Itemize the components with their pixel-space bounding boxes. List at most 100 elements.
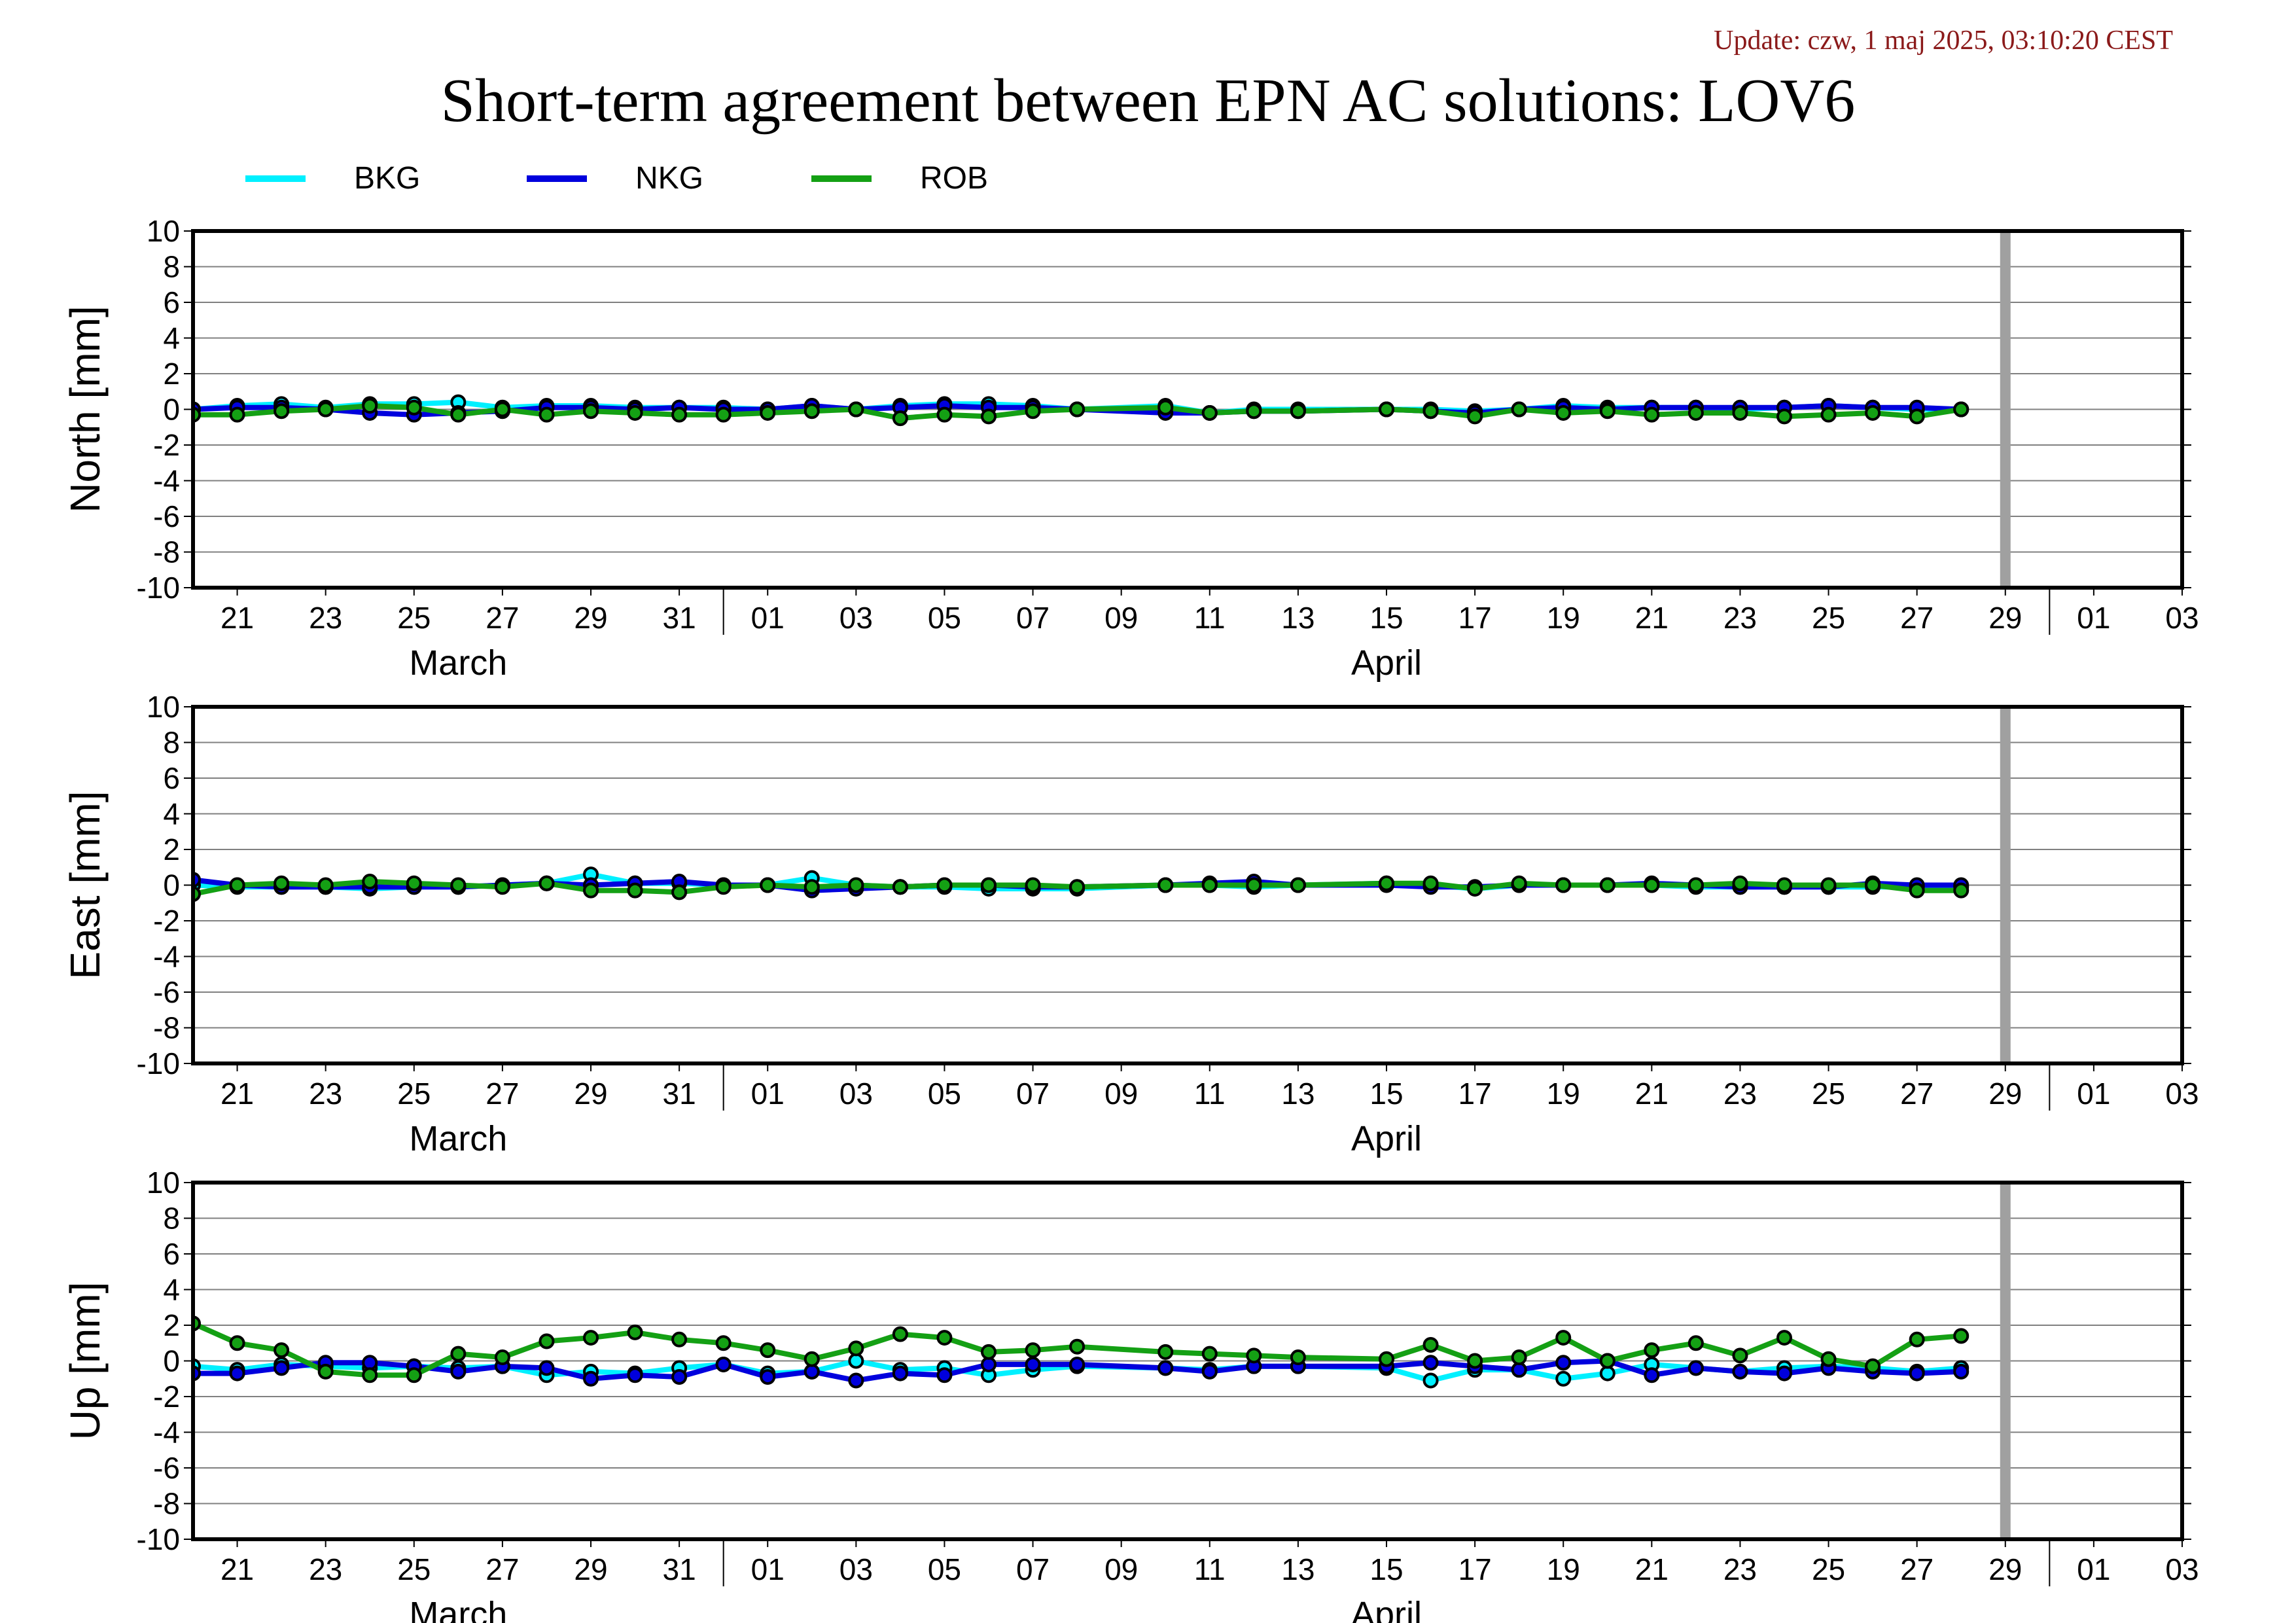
point-nkg: [848, 1372, 864, 1389]
x-tick-label: 05: [928, 1552, 961, 1586]
x-tick-label: 25: [397, 1552, 431, 1586]
x-tick-label: 31: [663, 1552, 696, 1586]
y-tick-label: -2: [153, 428, 180, 462]
x-tick-label: 29: [1988, 601, 2022, 635]
y-tick-label: 6: [163, 1237, 180, 1271]
point-rob: [1644, 1342, 1660, 1359]
x-tick-label: 19: [1547, 601, 1580, 635]
y-tick-label: 4: [163, 1273, 180, 1307]
gap-marker: [2000, 231, 2011, 588]
x-tick-label: 21: [221, 601, 254, 635]
x-tick-label: 23: [1723, 1077, 1757, 1111]
x-tick-label: 07: [1016, 1552, 1050, 1586]
point-rob: [1422, 1336, 1439, 1353]
x-tick-label: 27: [486, 1552, 519, 1586]
point-rob: [1599, 877, 1616, 893]
point-rob: [406, 399, 422, 416]
x-tick-label: 01: [751, 1077, 785, 1111]
point-rob: [1025, 1342, 1041, 1359]
point-rob: [760, 1342, 776, 1359]
point-rob: [1732, 1347, 1748, 1364]
legend-label-nkg: NKG: [635, 161, 704, 196]
point-rob: [1467, 880, 1483, 897]
legend-swatch-bkg: [245, 175, 306, 182]
point-rob: [1025, 877, 1041, 893]
point-rob: [1201, 1346, 1218, 1362]
point-rob: [1246, 1347, 1262, 1364]
point-nkg: [936, 1367, 953, 1383]
point-rob: [1379, 875, 1394, 891]
point-rob: [1511, 1349, 1527, 1366]
x-tick-label: 15: [1369, 1077, 1403, 1111]
point-rob: [936, 406, 953, 423]
x-tick-label: 23: [309, 1552, 342, 1586]
point-nkg: [671, 1369, 688, 1385]
y-tick-label: -6: [153, 1451, 180, 1485]
point-nkg: [1025, 1356, 1041, 1372]
point-rob: [1069, 879, 1086, 895]
update-timestamp: Update: czw, 1 maj 2025, 03:10:20 CEST: [1714, 26, 2173, 56]
point-nkg: [1555, 1355, 1572, 1371]
x-tick-label: 27: [486, 1077, 519, 1111]
point-nkg: [981, 1356, 997, 1372]
x-tick-label: 25: [397, 1077, 431, 1111]
x-tick-label: 25: [1812, 1552, 1845, 1586]
point-rob: [539, 406, 555, 423]
point-rob: [229, 877, 245, 893]
x-tick-label: 03: [2165, 601, 2199, 635]
point-rob: [1953, 882, 1969, 899]
point-bkg: [1422, 1372, 1439, 1389]
point-nkg: [362, 1355, 378, 1371]
x-tick-label: 01: [751, 601, 785, 635]
x-tick-label: 19: [1547, 1077, 1580, 1111]
x-tick-label: 07: [1016, 1077, 1050, 1111]
point-rob: [1467, 408, 1483, 425]
point-rob: [715, 879, 732, 895]
point-rob: [1732, 404, 1748, 421]
point-rob: [1069, 401, 1086, 418]
y-axis-label: North [mm]: [62, 306, 109, 512]
point-rob: [1201, 404, 1218, 421]
x-tick-label: 13: [1281, 1552, 1315, 1586]
y-axis-label: Up [mm]: [62, 1282, 109, 1440]
point-rob: [362, 874, 378, 890]
plot-frame: [191, 1181, 2184, 1541]
point-rob: [1511, 401, 1527, 418]
y-tick-label: 0: [163, 1344, 180, 1378]
x-tick-label: 01: [2077, 1552, 2110, 1586]
x-tick-label: 01: [2077, 601, 2110, 635]
point-rob: [1246, 403, 1262, 419]
point-nkg: [1687, 1360, 1704, 1376]
point-nkg: [715, 1356, 732, 1372]
point-rob: [274, 403, 290, 419]
x-tick-label: 29: [1988, 1077, 2022, 1111]
point-rob: [362, 398, 378, 414]
y-tick-label: 2: [163, 357, 180, 391]
point-rob: [671, 1331, 688, 1347]
point-nkg: [892, 1365, 908, 1382]
point-rob: [274, 1342, 290, 1359]
point-rob: [848, 401, 864, 418]
x-tick-label: 29: [574, 1552, 607, 1586]
x-tick-label: 23: [309, 1077, 342, 1111]
point-rob: [1820, 1351, 1837, 1367]
point-rob: [1555, 877, 1572, 893]
point-rob: [583, 1330, 599, 1346]
x-tick-label: 23: [1723, 1552, 1757, 1586]
month-label: April: [1351, 643, 1422, 683]
x-tick-label: 21: [221, 1552, 254, 1586]
point-rob: [1865, 877, 1881, 893]
x-tick-label: 11: [1194, 601, 1226, 635]
point-nkg: [1157, 1360, 1174, 1376]
point-rob: [848, 1340, 864, 1357]
plot-frame: [191, 705, 2184, 1065]
x-tick-label: 03: [2165, 1552, 2199, 1586]
y-tick-label: 10: [147, 1166, 180, 1200]
point-rob: [1909, 408, 1925, 425]
point-rob: [1511, 875, 1527, 891]
y-tick-label: -2: [153, 1380, 180, 1414]
point-rob: [494, 401, 510, 418]
y-tick-label: 4: [163, 797, 180, 831]
point-rob: [1820, 406, 1837, 423]
